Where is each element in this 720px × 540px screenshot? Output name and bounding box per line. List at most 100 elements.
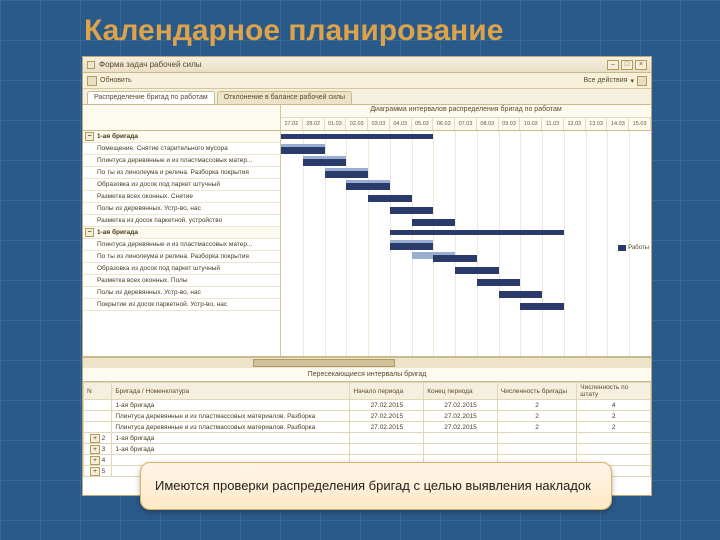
table-cell xyxy=(497,444,576,455)
gantt-bar[interactable] xyxy=(390,207,434,214)
grid-col xyxy=(564,131,565,356)
date-cell: 09.03 xyxy=(499,118,521,130)
grid-col xyxy=(433,131,434,356)
table-cell: 4 xyxy=(577,400,651,411)
task-row[interactable]: Разметка всех оконных. Снятие xyxy=(83,191,280,203)
grid-col xyxy=(520,131,521,356)
grid-col xyxy=(499,131,500,356)
table-cell: 1-ая бригада xyxy=(112,433,350,444)
task-label: Разметка из досок паркетной, устройство xyxy=(97,217,222,224)
date-cell: 01.03 xyxy=(325,118,347,130)
table-cell: 1-ая бригада xyxy=(112,400,350,411)
task-row[interactable]: Плинтуса деревянные и из пластмассовых м… xyxy=(83,239,280,251)
maximize-button[interactable]: □ xyxy=(621,60,633,70)
window-title: Форма задач рабочей силы xyxy=(99,60,605,69)
grid-col xyxy=(542,131,543,356)
task-row[interactable]: Покрытие из досок паркетной. Устр-во, на… xyxy=(83,299,280,311)
date-cell: 15.03 xyxy=(629,118,651,130)
close-button[interactable]: × xyxy=(635,60,647,70)
gantt-bar[interactable] xyxy=(390,243,434,250)
gantt-bar[interactable] xyxy=(281,147,325,154)
collapse-icon[interactable]: − xyxy=(85,132,94,141)
task-label: 1-ая бригада xyxy=(97,133,138,140)
date-cell: 07.03 xyxy=(455,118,477,130)
table-row[interactable]: Плинтуса деревянные и из пластмассовых м… xyxy=(84,411,651,422)
table-header[interactable]: Начало периода xyxy=(350,383,424,400)
task-row[interactable]: Плинтуса деревянные и из пластмассовых м… xyxy=(83,155,280,167)
table-header[interactable]: Численность по штату xyxy=(577,383,651,400)
task-row[interactable]: Разметка всех оконных. Полы xyxy=(83,275,280,287)
tab-balance-deviation[interactable]: Отклонение в балансе рабочей силы xyxy=(217,91,352,104)
table-row[interactable]: 1-ая бригада27.02.201527.02.201524 xyxy=(84,400,651,411)
scroll-thumb[interactable] xyxy=(253,359,395,367)
table-cell xyxy=(577,444,651,455)
table-cell: 1-ая бригада xyxy=(112,444,350,455)
gantt-bar[interactable] xyxy=(520,303,564,310)
gantt-bar[interactable] xyxy=(499,291,543,298)
task-label: 1-ая бригада xyxy=(97,229,138,236)
table-cell: + 4 xyxy=(84,455,112,466)
task-label: Образовка из досок под паркет штучный xyxy=(97,265,220,272)
table-row[interactable]: + 31-ая бригада xyxy=(84,444,651,455)
date-cell: 04.03 xyxy=(390,118,412,130)
gantt-bar[interactable] xyxy=(412,219,456,226)
all-actions-button[interactable]: Все действия xyxy=(583,77,627,84)
task-row[interactable]: Полы из деревянных. Устр-во, нас xyxy=(83,287,280,299)
tab-bar: Распределение бригад по работам Отклонен… xyxy=(83,89,651,105)
date-cell: 02.03 xyxy=(346,118,368,130)
task-group-row[interactable]: −1-ая бригада xyxy=(83,131,280,143)
gantt-bar[interactable] xyxy=(303,159,347,166)
task-row[interactable]: Образовка из досок под паркет штучный xyxy=(83,263,280,275)
callout-note: Имеются проверки распределения бригад с … xyxy=(140,462,612,510)
grid-col xyxy=(455,131,456,356)
legend-swatch xyxy=(618,245,626,251)
gantt-area: −1-ая бригадаПомещение. Снятие старитель… xyxy=(83,105,651,357)
table-header[interactable]: Численность бригады xyxy=(497,383,576,400)
task-row[interactable]: Помещение. Снятие старительного мусора xyxy=(83,143,280,155)
gantt-bar[interactable] xyxy=(477,279,521,286)
gantt-bar[interactable] xyxy=(390,230,564,235)
table-cell: 27.02.2015 xyxy=(350,400,424,411)
callout-text: Имеются проверки распределения бригад с … xyxy=(155,478,591,494)
refresh-button[interactable]: Обновить xyxy=(100,77,132,84)
task-label: Плинтуса деревянные и из пластмассовых м… xyxy=(97,157,252,164)
table-header[interactable]: N xyxy=(84,383,112,400)
grid-col xyxy=(368,131,369,356)
table-header[interactable]: Конец периода xyxy=(424,383,498,400)
minimize-button[interactable]: – xyxy=(607,60,619,70)
table-cell: + 5 xyxy=(84,466,112,477)
help-icon[interactable] xyxy=(637,76,647,86)
task-label: Полы из деревянных. Устр-во, нас xyxy=(97,289,201,296)
grid-col xyxy=(346,131,347,356)
gantt-bar[interactable] xyxy=(368,195,412,202)
collapse-icon[interactable]: − xyxy=(85,228,94,237)
task-row[interactable]: По ты из линолеума и релина. Разборка по… xyxy=(83,167,280,179)
table-cell xyxy=(350,444,424,455)
task-row[interactable]: По ты из линолеума и релина. Разборка по… xyxy=(83,251,280,263)
table-header[interactable]: Бригада / Номенклатура xyxy=(112,383,350,400)
table-cell: 27.02.2015 xyxy=(424,411,498,422)
refresh-icon[interactable] xyxy=(87,76,97,86)
task-label: Полы из деревянных. Устр-во, нас xyxy=(97,205,201,212)
gantt-date-row: 27.0228.0201.0302.0303.0304.0305.0306.03… xyxy=(281,117,651,130)
task-row[interactable]: Образовка из досок под паркет штучный xyxy=(83,179,280,191)
gantt-bar[interactable] xyxy=(325,171,369,178)
task-row[interactable]: Полы из деревянных. Устр-во, нас xyxy=(83,203,280,215)
tab-brigade-distribution[interactable]: Распределение бригад по работам xyxy=(87,91,215,104)
gantt-bar[interactable] xyxy=(433,255,477,262)
task-row[interactable]: Разметка из досок паркетной, устройство xyxy=(83,215,280,227)
table-cell: 2 xyxy=(497,422,576,433)
grid-col xyxy=(477,131,478,356)
gantt-scroll-h[interactable] xyxy=(83,357,651,368)
table-cell: + 3 xyxy=(84,444,112,455)
chevron-down-icon[interactable]: ▾ xyxy=(630,77,634,85)
gantt-bar[interactable] xyxy=(346,183,390,190)
task-group-row[interactable]: −1-ая бригада xyxy=(83,227,280,239)
grid-col xyxy=(607,131,608,356)
date-cell: 03.03 xyxy=(368,118,390,130)
table-row[interactable]: Плинтуса деревянные и из пластмассовых м… xyxy=(84,422,651,433)
table-row[interactable]: + 21-ая бригада xyxy=(84,433,651,444)
gantt-bar[interactable] xyxy=(281,134,433,139)
gantt-bar[interactable] xyxy=(455,267,499,274)
table-cell: 2 xyxy=(497,411,576,422)
